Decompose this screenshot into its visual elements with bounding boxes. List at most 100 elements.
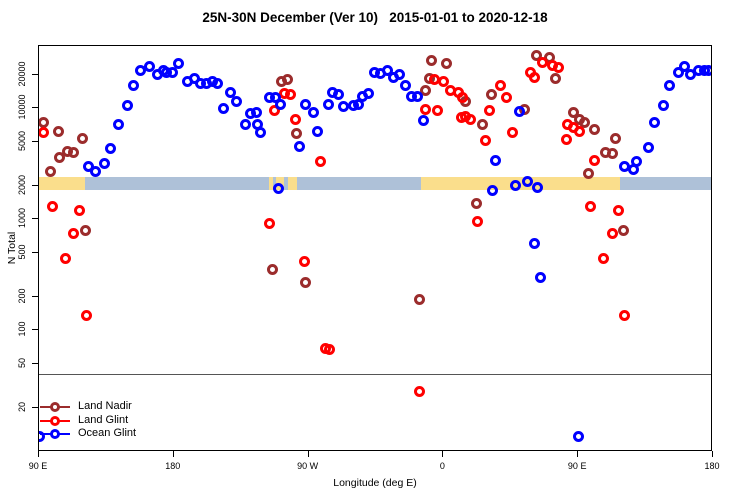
data-point-ocean-glint	[105, 143, 117, 155]
surface-band-segment-ocean	[283, 177, 289, 190]
data-point-land-nadir	[550, 72, 562, 84]
data-point-land-glint	[419, 104, 431, 116]
legend-line-symbol	[40, 429, 70, 439]
data-point-ocean-glint	[217, 103, 229, 115]
surface-band-segment-land	[288, 177, 297, 190]
data-point-land-glint	[484, 105, 496, 117]
data-point-land-glint	[264, 218, 276, 230]
data-point-land-glint	[437, 76, 449, 88]
data-point-ocean-glint	[121, 100, 133, 112]
legend-line-symbol	[40, 415, 70, 426]
x-tick	[442, 451, 444, 457]
data-point-land-glint	[324, 344, 336, 356]
y-tick	[32, 362, 38, 364]
x-tick	[38, 451, 39, 457]
data-point-ocean-glint	[250, 107, 262, 119]
legend-circle-symbol	[50, 402, 60, 412]
legend-line-symbol	[40, 402, 70, 412]
data-point-land-nadir	[39, 116, 49, 128]
data-point-ocean-glint	[673, 66, 685, 78]
data-point-ocean-glint	[529, 238, 541, 250]
data-point-ocean-glint	[363, 88, 374, 100]
y-tick-label: 50	[17, 357, 27, 368]
chart-title: 25N-30N December (Ver 10) 2015-01-01 to …	[202, 10, 548, 25]
surface-band-segment-ocean	[296, 177, 421, 190]
data-point-land-glint	[574, 125, 586, 137]
data-point-ocean-glint	[658, 99, 670, 111]
legend-circle-symbol	[50, 429, 60, 439]
data-point-land-glint	[46, 201, 58, 213]
surface-band-segment-land	[39, 177, 86, 190]
data-point-ocean-glint	[322, 98, 334, 110]
y-tick	[32, 218, 38, 220]
data-point-ocean-glint	[490, 154, 502, 166]
data-point-ocean-glint	[99, 157, 111, 169]
legend-label: Land Glint	[78, 413, 129, 426]
data-point-land-nadir	[607, 147, 619, 159]
data-point-land-nadir	[440, 58, 452, 70]
data-point-land-nadir	[530, 49, 542, 61]
data-point-ocean-glint	[144, 60, 156, 72]
data-point-land-glint	[479, 135, 491, 147]
data-point-ocean-glint	[231, 96, 243, 108]
data-point-ocean-glint	[487, 185, 499, 197]
data-point-land-glint	[73, 205, 85, 216]
data-point-land-nadir	[291, 128, 303, 140]
data-point-ocean-glint	[649, 117, 661, 129]
data-point-ocean-glint	[532, 181, 544, 193]
data-point-land-nadir	[45, 165, 57, 177]
data-point-land-glint	[67, 227, 79, 239]
x-tick	[712, 451, 713, 457]
x-tick-label: 0	[439, 461, 445, 471]
y-tick-label: 20	[17, 401, 27, 412]
y-tick	[32, 295, 38, 297]
y-tick-label: 2000	[17, 174, 27, 195]
data-point-ocean-glint	[312, 125, 324, 137]
data-point-land-glint	[598, 253, 610, 265]
y-tick-label: 5000	[17, 130, 27, 151]
data-point-ocean-glint	[135, 65, 147, 77]
data-point-ocean-glint	[535, 271, 547, 283]
legend-label: Ocean Glint	[78, 427, 137, 439]
legend-circle-symbol	[50, 415, 60, 426]
y-tick-label: 200	[17, 288, 27, 304]
surface-band-segment-ocean	[620, 177, 711, 190]
x-tick-label: 180	[165, 461, 181, 471]
x-tick-label: 180	[704, 461, 720, 471]
data-point-land-nadir	[470, 197, 482, 209]
data-point-land-nadir	[476, 119, 488, 131]
x-tick	[307, 451, 309, 457]
data-point-land-glint	[81, 310, 93, 322]
data-point-ocean-glint	[39, 431, 45, 443]
y-tick-label: 1000	[17, 208, 27, 229]
y-tick-label: 100	[17, 321, 27, 337]
data-point-land-glint	[413, 386, 425, 398]
data-point-ocean-glint	[240, 118, 252, 130]
data-point-land-nadir	[425, 54, 437, 66]
data-point-land-glint	[553, 61, 565, 73]
data-point-land-glint	[607, 227, 619, 239]
data-point-land-nadir	[617, 225, 629, 237]
data-point-land-nadir	[79, 225, 91, 237]
y-tick-label: 500	[17, 244, 27, 260]
data-point-ocean-glint	[664, 80, 676, 92]
y-tick	[32, 406, 38, 408]
data-point-ocean-glint	[127, 80, 139, 92]
data-point-ocean-glint	[166, 66, 178, 78]
data-point-land-nadir	[578, 116, 590, 128]
data-point-ocean-glint	[418, 115, 430, 127]
data-point-ocean-glint	[337, 101, 349, 113]
data-point-land-nadir	[300, 276, 312, 288]
data-point-land-nadir	[568, 107, 580, 119]
data-point-ocean-glint	[679, 60, 691, 72]
data-point-land-glint	[457, 91, 469, 103]
data-point-ocean-glint	[274, 98, 286, 110]
data-point-ocean-glint	[273, 182, 285, 194]
reference-line	[39, 374, 711, 376]
data-point-land-glint	[289, 114, 301, 126]
data-point-land-glint	[268, 105, 280, 117]
data-point-land-glint	[529, 71, 541, 83]
data-point-ocean-glint	[333, 89, 345, 101]
data-point-land-glint	[500, 91, 512, 103]
data-point-ocean-glint	[703, 65, 711, 77]
